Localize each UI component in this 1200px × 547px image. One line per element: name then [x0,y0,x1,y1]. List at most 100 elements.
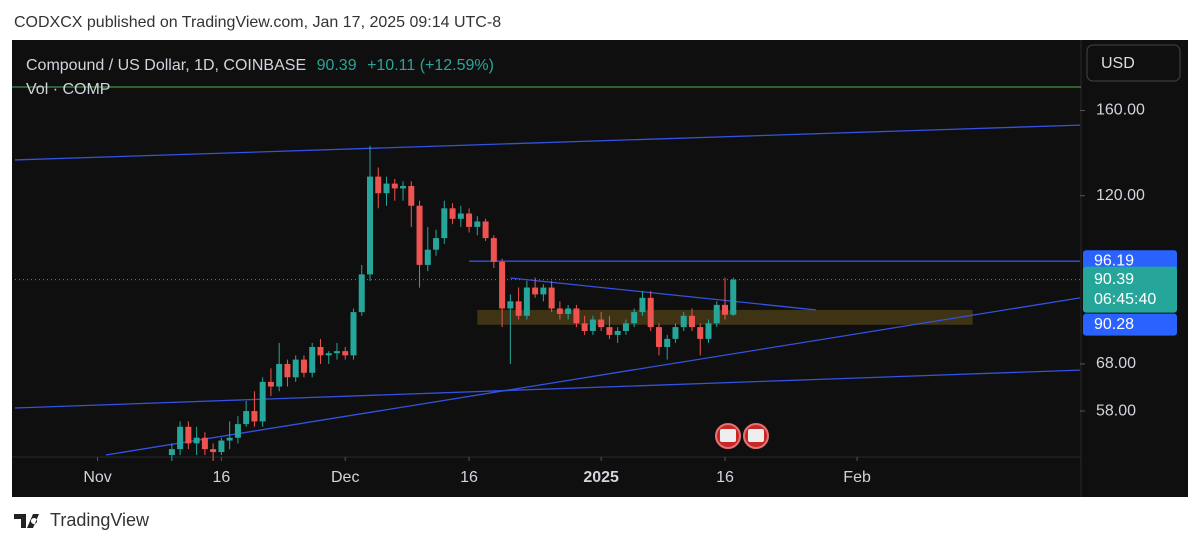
symbol-title: Compound / US Dollar, 1D, COINBASE [26,57,306,74]
candle-body [697,327,704,339]
candle-body [606,327,613,335]
candle-body [482,221,489,239]
candle-body [267,381,274,387]
candle-body [210,449,217,453]
candle-body [400,185,407,189]
currency-button[interactable] [1086,44,1181,82]
footer: TradingView [14,510,149,531]
candle-body [540,287,547,295]
candle-body [688,315,695,328]
candle-body [416,205,423,265]
candle-body [441,208,448,239]
x-tick-label: Dec [331,469,359,486]
y-tick-label: 160.00 [1096,102,1145,119]
candle-body [722,304,728,315]
candle-body [408,185,415,206]
candle-body [631,312,638,324]
last-price-label: 90.39 [1094,271,1134,288]
candle-body [391,183,398,189]
candle-body [424,249,431,265]
candle-body [309,347,316,373]
currency-label: USD [1101,55,1135,72]
candle-body [333,351,340,354]
candle-body [655,327,662,348]
candle-body [383,183,390,194]
x-tick-label: Feb [843,469,871,486]
volume-label: Vol · COMP [26,81,110,98]
candle-body [490,238,497,262]
legend-price: 90.39 [317,57,357,74]
candle-body [515,301,522,316]
candle-body [499,261,506,309]
candle-body [598,319,605,328]
x-tick-label: 16 [460,469,478,486]
logo [14,513,39,528]
trend-line [14,124,1081,161]
x-tick-label: 2025 [583,469,619,486]
trend-line [14,369,1081,409]
candle-body [672,327,679,339]
candle-body [507,301,514,309]
countdown-label: 06:45:40 [1094,291,1156,308]
candle-body [474,221,481,227]
candle-body [185,426,192,444]
candle-body [466,213,473,227]
level-label: 90.28 [1094,316,1134,333]
candle-body [532,287,539,295]
candle-body [556,308,563,314]
candle-body [300,359,307,373]
last-price-box [1083,266,1177,313]
candle-body [243,411,250,425]
candle-body [680,315,687,328]
x-tick-label: 16 [212,469,230,486]
candle-body [730,279,737,315]
candle-body [647,297,654,328]
candle-body [713,304,720,324]
candle-body [589,319,596,331]
level-label-box [1083,313,1177,336]
candle-body [565,308,572,314]
candle-body [614,330,621,335]
candle-body [317,347,324,356]
x-tick-label: Nov [83,469,111,486]
publish-header: CODXCX published on TradingView.com, Jan… [14,14,502,31]
candle-body [358,274,365,313]
candle-body [548,287,555,309]
candle-body [284,363,291,378]
candle-body [457,213,464,219]
legend: Compound / US Dollar, 1D, COINBASE 90.39… [26,57,494,74]
candle-body [292,359,299,378]
candle-body [705,323,712,339]
trend-line [510,277,816,311]
candle-body [523,287,530,316]
candle-body [251,411,258,422]
candle-body [218,440,225,453]
candle-body [449,208,456,219]
x-tick-label: 16 [716,469,734,486]
candle-body [622,323,629,331]
brand: TradingView [50,510,150,530]
candle-body [342,351,349,356]
y-tick-label: 120.00 [1096,187,1145,204]
candle-body [259,381,266,422]
candle-body [581,323,588,331]
candle-body [201,437,208,450]
candle-body [234,424,241,438]
candle-body [639,297,646,313]
candle-body [573,308,580,324]
candle-body [177,426,184,450]
chart-background [12,40,1188,497]
legend-change: +10.11 (+12.59%) [367,57,494,74]
candle-body [375,176,382,194]
candle-body [226,437,233,441]
event-flag-face [748,429,764,442]
y-tick-label: 58.00 [1096,402,1136,419]
event-flag-face [720,429,736,442]
level-label: 96.19 [1094,252,1134,269]
candle-body [367,176,373,275]
candle-body [193,437,200,444]
candle-body [433,238,440,250]
candle-body [664,338,671,348]
candle-body [350,312,357,356]
